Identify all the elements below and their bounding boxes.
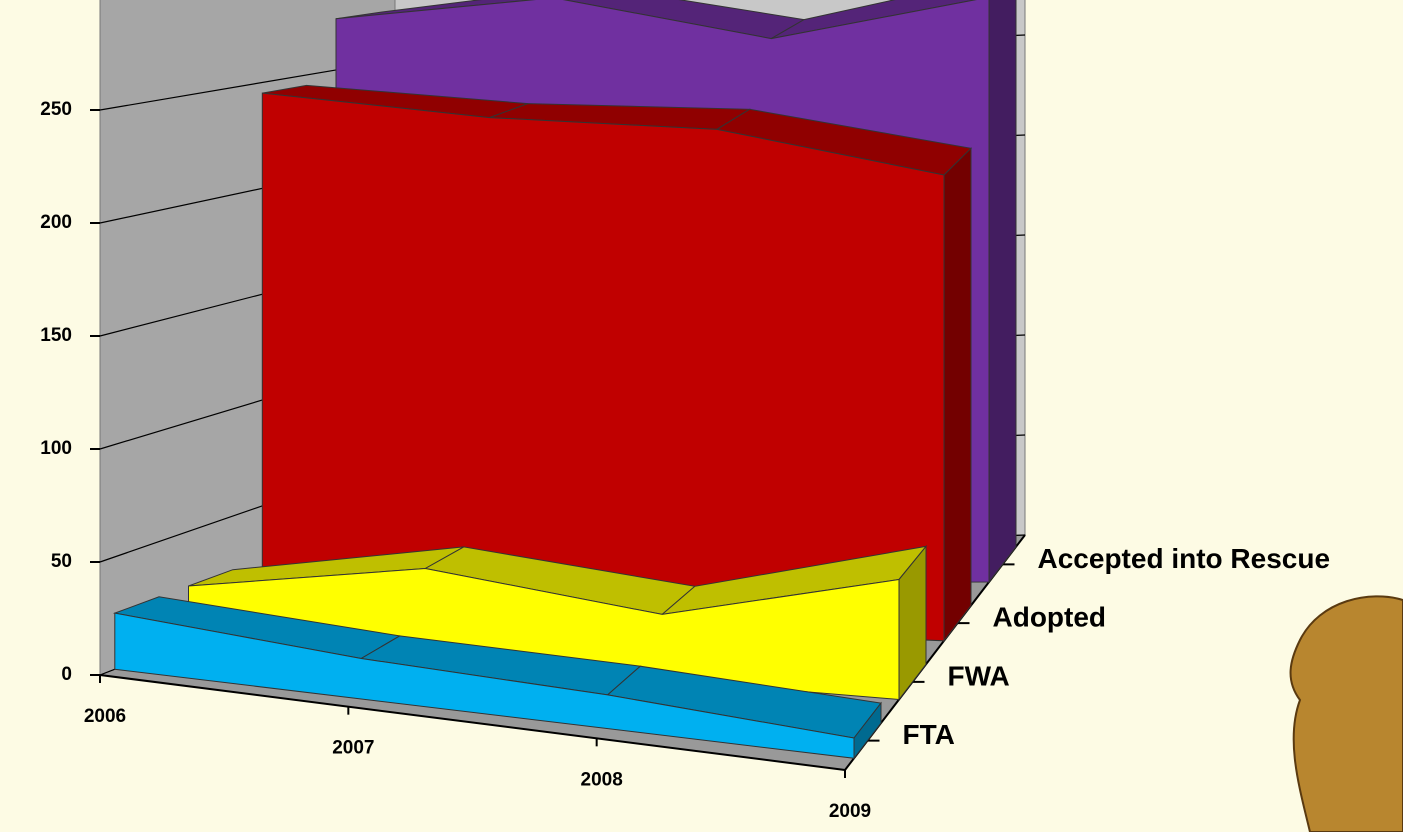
y-tick-label: 150 [40, 325, 72, 346]
legend-label: FTA [903, 719, 955, 750]
y-tick-label: 100 [40, 438, 72, 459]
page: 0 50 100 150 200 250 2006 2007 2008 2009 FTA FWA Ado… [0, 0, 1403, 832]
y-tick-label: 0 [61, 664, 72, 685]
legend-label: FWA [948, 660, 1010, 691]
y-tick-label: 250 [40, 99, 72, 120]
y-tick-label: 50 [51, 551, 72, 572]
x-tick-label: 2007 [332, 738, 374, 759]
legend-label: Adopted [993, 602, 1107, 633]
dog-illustration [1291, 596, 1403, 832]
x-tick-label: 2009 [829, 801, 871, 822]
legend-label: Accepted into Rescue [1038, 543, 1331, 574]
area-end [944, 148, 971, 641]
y-tick-label: 200 [40, 212, 72, 233]
area-end [989, 0, 1016, 582]
chart: 0 50 100 150 200 250 2006 2007 2008 2009 FTA FWA Ado… [0, 0, 1403, 832]
x-tick-label: 2006 [84, 706, 126, 727]
x-tick-label: 2008 [581, 769, 623, 790]
